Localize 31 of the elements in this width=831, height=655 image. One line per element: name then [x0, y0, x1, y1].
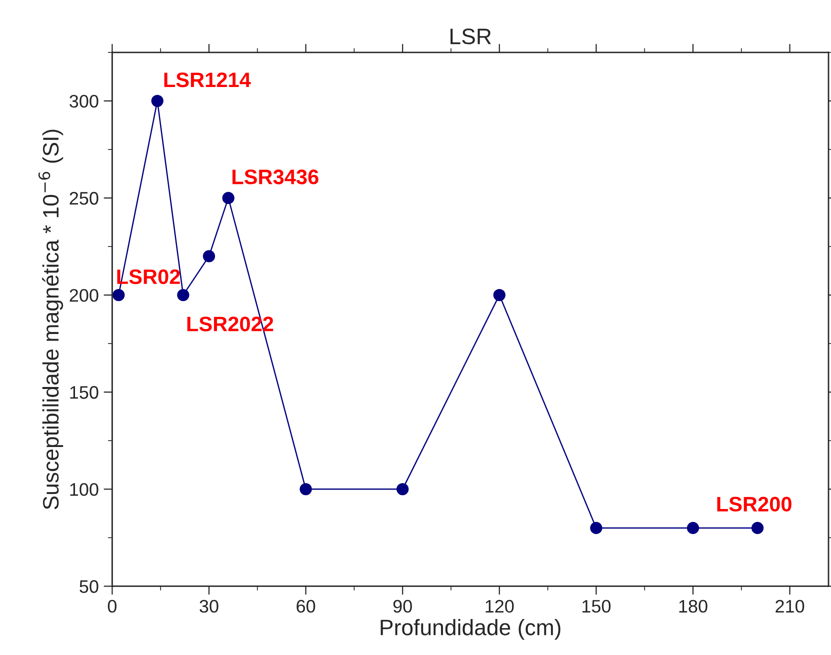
chart-title: LSR — [450, 28, 491, 44]
annotation: LSR200 — [717, 496, 792, 512]
point — [590, 522, 602, 534]
y-tick-label: 300 — [70, 94, 98, 108]
x-axis-title: Profundidade (cm) — [380, 619, 560, 640]
y-tick-label: 100 — [70, 483, 98, 496]
y-tick-label: 50 — [80, 580, 98, 593]
annotation: LSR3436 — [232, 170, 318, 184]
y-tick-label: 200 — [70, 288, 98, 302]
point — [112, 288, 125, 302]
point — [151, 94, 164, 108]
point — [396, 483, 409, 496]
x-tick-label: 90 — [393, 600, 412, 613]
x-tick-label: 60 — [296, 600, 316, 613]
x-tick-label: 150 — [582, 600, 611, 613]
point — [493, 288, 506, 302]
point — [177, 288, 190, 302]
x-tick-label: 120 — [486, 600, 514, 613]
point — [686, 522, 700, 534]
y-tick-label: 250 — [70, 192, 98, 205]
point — [300, 483, 312, 496]
point — [751, 522, 764, 534]
y-axis-title: Susceptibilidade magnética * 10$^{−6}$ (SI) — [38, 130, 64, 510]
x-tick-label: 210 — [776, 600, 804, 613]
point — [222, 192, 234, 204]
x-tick-label: 180 — [679, 600, 708, 613]
x-tick-label: 0 — [108, 600, 116, 613]
point — [202, 250, 216, 262]
x-tick-label: 30 — [200, 600, 218, 613]
y-tick-label: 150 — [70, 386, 98, 399]
annotation: LSR1214 — [164, 72, 251, 88]
